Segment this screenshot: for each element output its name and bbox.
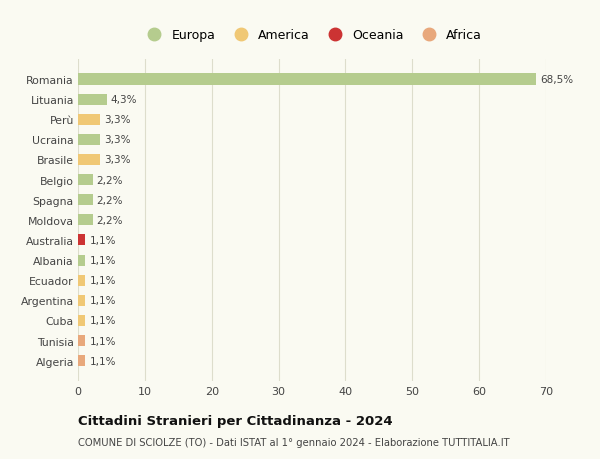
Bar: [78, 215, 93, 226]
Bar: [78, 195, 93, 206]
Text: 1,1%: 1,1%: [89, 275, 116, 285]
Bar: [78, 335, 85, 346]
Bar: [78, 315, 85, 326]
Bar: [78, 355, 85, 366]
Text: COMUNE DI SCIOLZE (TO) - Dati ISTAT al 1° gennaio 2024 - Elaborazione TUTTITALIA: COMUNE DI SCIOLZE (TO) - Dati ISTAT al 1…: [78, 437, 509, 447]
Text: 2,2%: 2,2%: [97, 195, 123, 205]
Bar: [78, 255, 85, 266]
Text: 2,2%: 2,2%: [97, 175, 123, 185]
Text: 2,2%: 2,2%: [97, 215, 123, 225]
Bar: [78, 95, 107, 106]
Text: 68,5%: 68,5%: [540, 75, 573, 85]
Text: 3,3%: 3,3%: [104, 155, 131, 165]
Text: 1,1%: 1,1%: [89, 356, 116, 366]
Text: 1,1%: 1,1%: [89, 316, 116, 326]
Bar: [78, 74, 536, 85]
Text: Cittadini Stranieri per Cittadinanza - 2024: Cittadini Stranieri per Cittadinanza - 2…: [78, 414, 392, 428]
Bar: [78, 275, 85, 286]
Text: 3,3%: 3,3%: [104, 115, 131, 125]
Legend: Europa, America, Oceania, Africa: Europa, America, Oceania, Africa: [137, 24, 487, 47]
Bar: [78, 235, 85, 246]
Bar: [78, 174, 93, 186]
Bar: [78, 295, 85, 306]
Text: 1,1%: 1,1%: [89, 256, 116, 265]
Text: 3,3%: 3,3%: [104, 135, 131, 145]
Text: 4,3%: 4,3%: [111, 95, 137, 105]
Text: 1,1%: 1,1%: [89, 296, 116, 306]
Text: 1,1%: 1,1%: [89, 235, 116, 246]
Text: 1,1%: 1,1%: [89, 336, 116, 346]
Bar: [78, 134, 100, 146]
Bar: [78, 155, 100, 166]
Bar: [78, 114, 100, 125]
